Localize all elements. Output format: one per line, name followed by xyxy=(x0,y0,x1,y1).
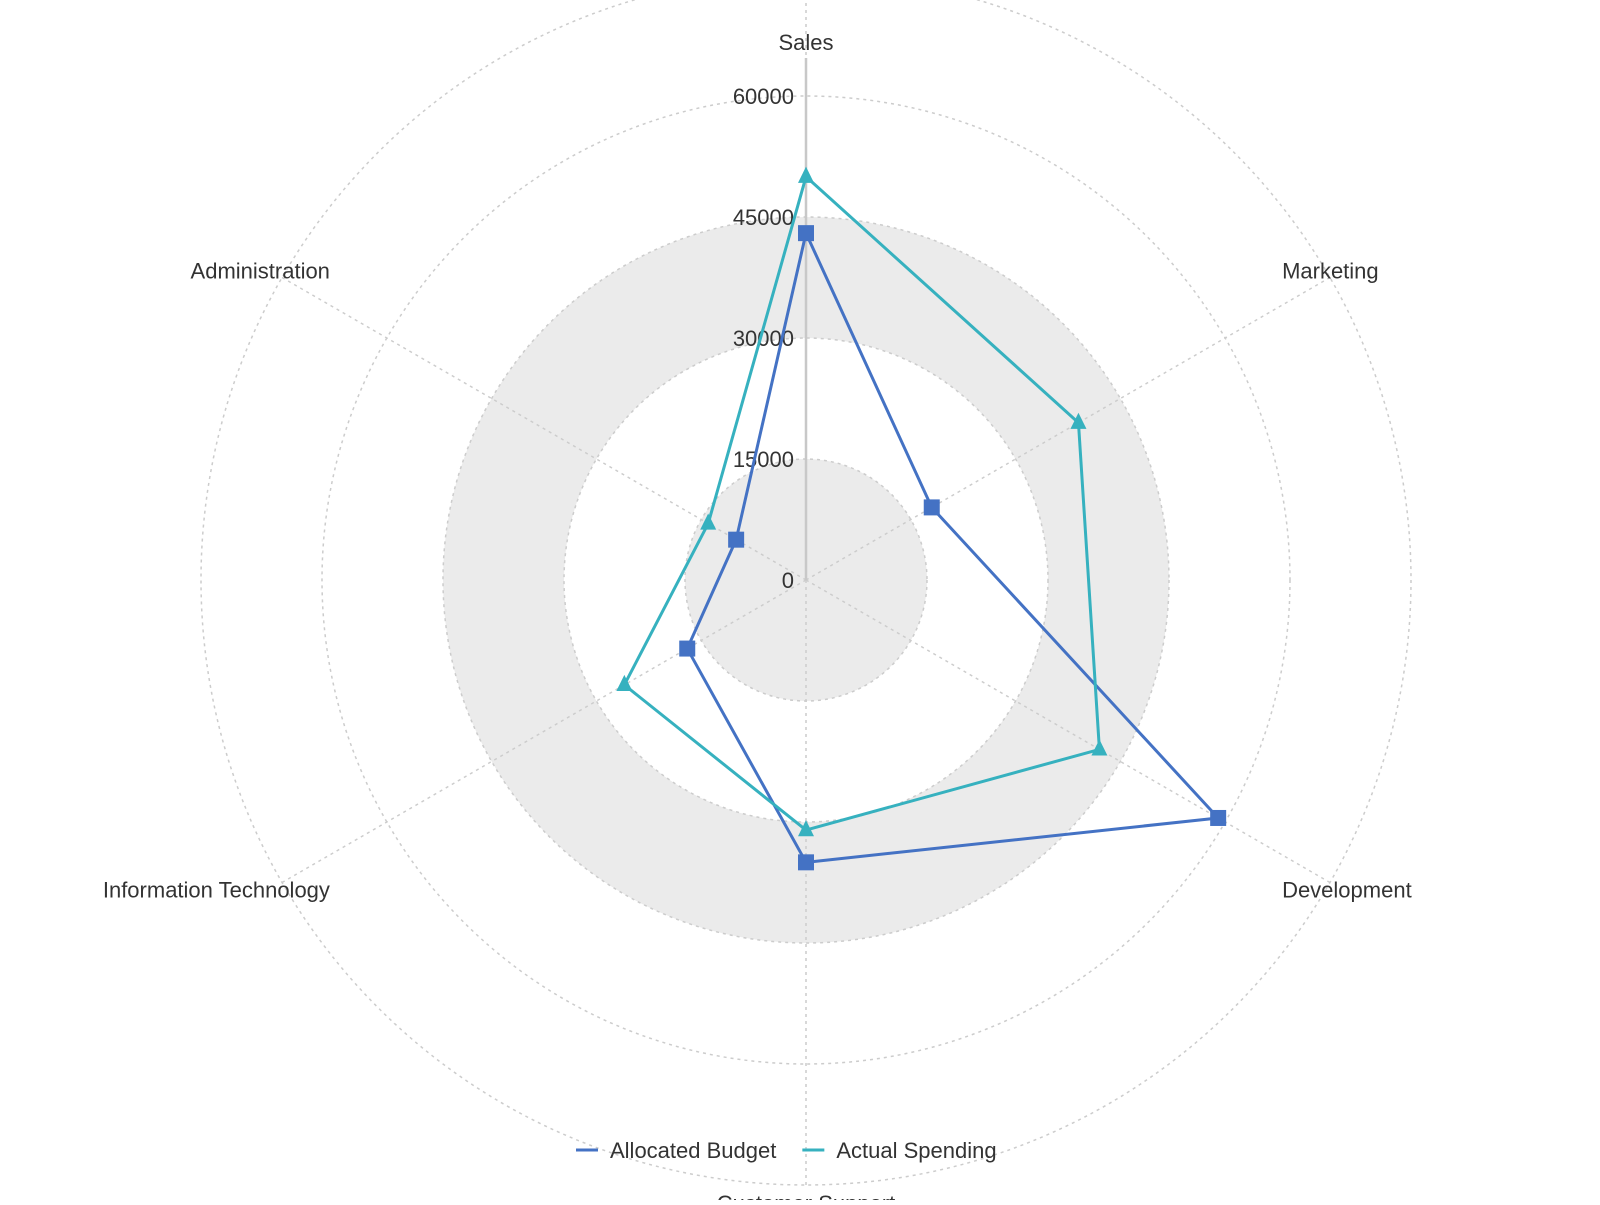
category-label-sales: Sales xyxy=(778,30,833,55)
category-label-information-technology: Information Technology xyxy=(103,878,330,903)
legend-label: Allocated Budget xyxy=(610,1138,776,1163)
spoke-line xyxy=(281,579,807,884)
radial-tick-label: 0 xyxy=(782,568,794,593)
radial-tick-label: 60000 xyxy=(733,84,794,109)
radial-band xyxy=(443,217,1169,943)
data-point[interactable] xyxy=(616,674,633,692)
category-label-administration: Administration xyxy=(191,259,330,284)
data-point[interactable] xyxy=(1210,809,1227,826)
data-point[interactable] xyxy=(1091,739,1108,756)
legend-label: Actual Spending xyxy=(836,1138,996,1163)
radial-tick-label: 45000 xyxy=(733,205,794,230)
angular-spokes xyxy=(281,0,1331,1185)
data-point[interactable] xyxy=(798,854,814,871)
legend: Allocated Budget Actual Spending xyxy=(576,1138,997,1163)
category-label-marketing: Marketing xyxy=(1282,259,1379,284)
grid-circle xyxy=(200,0,1412,1186)
data-point[interactable] xyxy=(1070,412,1087,429)
category-label-development: Development xyxy=(1282,878,1412,903)
data-point[interactable] xyxy=(700,513,717,530)
data-point[interactable] xyxy=(798,225,814,242)
spoke-line xyxy=(805,579,1331,884)
grid-circle xyxy=(321,95,1291,1065)
data-point[interactable] xyxy=(679,640,696,657)
spoke-line xyxy=(805,276,1331,581)
series-actual-spending xyxy=(616,166,1108,837)
legend-item-allocated-budget[interactable]: Allocated Budget xyxy=(576,1138,776,1163)
data-point[interactable] xyxy=(798,820,814,837)
legend-item-actual-spending[interactable]: Actual Spending xyxy=(802,1138,997,1163)
radial-tick-label: 15000 xyxy=(733,447,794,472)
series-layer xyxy=(616,166,1227,871)
data-point[interactable] xyxy=(923,499,940,516)
series-allocated-budget xyxy=(679,225,1227,871)
data-point[interactable] xyxy=(728,531,745,548)
data-point[interactable] xyxy=(798,166,814,183)
category-label-customer-support: Customer Support xyxy=(717,1191,896,1200)
spoke-line xyxy=(281,276,807,581)
